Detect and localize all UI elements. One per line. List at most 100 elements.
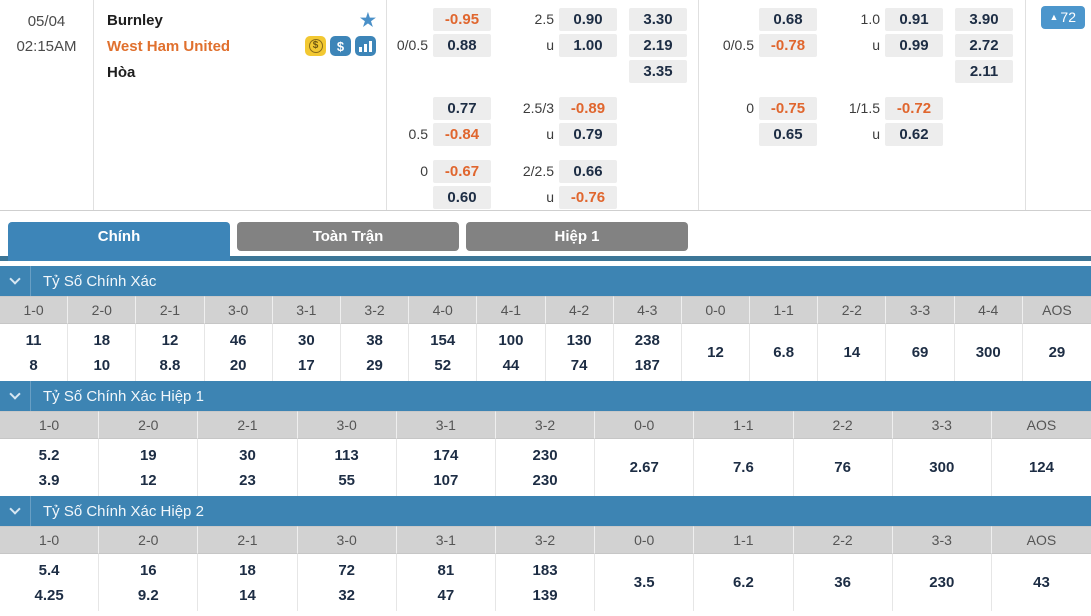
score-odds-value[interactable]: 12 (161, 331, 179, 349)
score-odds-value[interactable]: 12 (139, 471, 157, 489)
score-odds-value[interactable]: 74 (570, 356, 588, 374)
handicap-odds-cell[interactable]: -0.78 (759, 33, 817, 57)
score-odds-value[interactable]: 124 (1028, 459, 1054, 476)
score-odds-value[interactable]: 38 (366, 331, 383, 349)
overunder-odds-cell[interactable]: 0.99 (885, 33, 943, 57)
overunder-odds-cell[interactable]: 0.62 (885, 122, 943, 146)
overunder-odds-cell[interactable]: -0.76 (559, 185, 617, 209)
score-odds-value[interactable]: 139 (532, 586, 558, 604)
score-odds-value[interactable]: 44 (502, 356, 520, 374)
tab-3[interactable]: Hiệp 1 (466, 222, 688, 251)
score-odds-value[interactable]: 3.5 (633, 574, 655, 591)
overunder-odds-cell[interactable]: 1.00 (559, 33, 617, 57)
score-odds-value[interactable]: 183 (532, 561, 558, 579)
score-odds-value[interactable]: 12 (707, 344, 724, 361)
coin-icon[interactable]: $ (305, 36, 326, 56)
score-odds-value[interactable]: 29 (1048, 344, 1066, 361)
chevron-down-icon[interactable] (0, 381, 31, 411)
handicap-odds-cell[interactable]: 0.77 (433, 96, 491, 120)
chevron-down-icon[interactable] (0, 496, 31, 526)
overunder-odds-cell[interactable]: -0.89 (559, 96, 617, 120)
score-odds-value[interactable]: 154 (430, 331, 456, 349)
score-odds-value[interactable]: 36 (834, 574, 851, 591)
score-odds-value[interactable]: 2.67 (629, 459, 659, 476)
overunder-odds-cell[interactable]: 0.79 (559, 122, 617, 146)
score-odds-value[interactable]: 30 (298, 331, 315, 349)
score-odds-value[interactable]: 47 (437, 586, 455, 604)
overunder-odds-cell[interactable]: 0.90 (559, 7, 617, 31)
x12-odds-cell[interactable]: 3.35 (629, 59, 687, 83)
score-odds-value[interactable]: 230 (929, 574, 955, 591)
tab-2[interactable]: Toàn Trận (237, 222, 459, 251)
score-odds-value[interactable]: 14 (843, 344, 861, 361)
score-odds-value[interactable]: 6.2 (732, 574, 754, 591)
score-odds-value[interactable]: 300 (929, 459, 955, 476)
handicap-odds-cell[interactable]: -0.95 (433, 7, 491, 31)
score-odds-value[interactable]: 10 (93, 356, 111, 374)
score-odds-value[interactable]: 16 (139, 561, 157, 579)
overunder-odds-cell[interactable]: -0.72 (885, 96, 943, 120)
score-odds-value[interactable]: 113 (334, 446, 359, 464)
handicap-odds-cell[interactable]: 0.65 (759, 122, 817, 146)
x12-odds-cell[interactable]: 2.72 (955, 33, 1013, 57)
score-odds-value[interactable]: 7.6 (732, 459, 754, 476)
score-odds-value[interactable]: 32 (338, 586, 355, 604)
handicap-odds-cell[interactable]: 0.88 (433, 33, 491, 57)
score-odds-value[interactable]: 29 (366, 356, 383, 374)
stats-icon[interactable] (355, 36, 376, 56)
handicap-odds-cell[interactable]: -0.67 (433, 159, 491, 183)
score-odds-value[interactable]: 130 (566, 331, 592, 349)
handicap-odds-cell[interactable]: 0.60 (433, 185, 491, 209)
score-odds-value[interactable]: 5.2 (38, 446, 60, 464)
score-odds-value[interactable]: 81 (437, 561, 455, 579)
score-odds-value[interactable]: 5.4 (38, 561, 60, 579)
score-odds-value[interactable]: 52 (434, 356, 452, 374)
section-header-bar: Tỷ Số Chính Xác (0, 266, 1091, 296)
score-odds-value[interactable]: 17 (298, 356, 315, 374)
score-odds-value[interactable]: 76 (834, 459, 851, 476)
chevron-down-icon[interactable] (0, 266, 31, 296)
score-odds-value[interactable]: 11 (25, 331, 42, 349)
score-odds-value[interactable]: 107 (433, 471, 459, 489)
x12-odds-cell[interactable]: 3.30 (629, 7, 687, 31)
star-icon[interactable]: ★ (359, 10, 376, 30)
score-odds-value[interactable]: 230 (532, 446, 558, 464)
more-markets-badge[interactable]: ▲ 72 (1040, 6, 1085, 29)
score-odds-value[interactable]: 230 (532, 471, 558, 489)
handicap-odds-cell[interactable]: -0.84 (433, 122, 491, 146)
handicap-odds-cell[interactable]: 0.68 (759, 7, 817, 31)
x12-odds-cell[interactable]: 2.19 (629, 33, 687, 57)
score-odds-value[interactable]: 238 (634, 331, 660, 349)
score-odds-value[interactable]: 100 (498, 331, 524, 349)
score-odds-value[interactable]: 19 (139, 446, 157, 464)
score-odds-value[interactable]: 23 (239, 471, 256, 489)
x12-odds-cell[interactable]: 3.90 (955, 7, 1013, 31)
home-team-name[interactable]: Burnley (107, 11, 163, 29)
score-odds-value[interactable]: 3.9 (38, 471, 60, 489)
score-odds-value[interactable]: 55 (338, 471, 355, 489)
score-odds-value[interactable]: 300 (975, 344, 1001, 361)
score-odds-value[interactable]: 43 (1033, 574, 1050, 591)
score-odds-value[interactable]: 30 (239, 446, 256, 464)
score-odds-value[interactable]: 187 (634, 356, 660, 374)
away-team-name[interactable]: West Ham United (107, 37, 231, 55)
score-odds-value[interactable]: 174 (433, 446, 459, 464)
score-odds-value[interactable]: 4.25 (34, 586, 64, 604)
handicap-odds-cell[interactable]: -0.75 (759, 96, 817, 120)
score-odds-value[interactable]: 18 (239, 561, 256, 579)
overunder-odds-cell[interactable]: 0.91 (885, 7, 943, 31)
score-odds-value[interactable]: 69 (911, 344, 929, 361)
score-odds-value[interactable]: 6.8 (773, 344, 795, 361)
score-odds-value[interactable]: 20 (229, 356, 247, 374)
x12-odds-cell[interactable]: 2.11 (955, 59, 1013, 83)
overunder-odds-cell[interactable]: 0.66 (559, 159, 617, 183)
score-odds-value[interactable]: 46 (229, 331, 247, 349)
dollar-icon[interactable]: $ (330, 36, 351, 56)
score-odds-value[interactable]: 9.2 (137, 586, 159, 604)
score-odds-value[interactable]: 18 (93, 331, 111, 349)
score-odds-value[interactable]: 8 (29, 356, 38, 374)
score-odds-value[interactable]: 8.8 (159, 356, 181, 374)
score-odds-value[interactable]: 72 (338, 561, 355, 579)
tab-1[interactable]: Chính (8, 222, 230, 261)
score-odds-value[interactable]: 14 (239, 586, 256, 604)
